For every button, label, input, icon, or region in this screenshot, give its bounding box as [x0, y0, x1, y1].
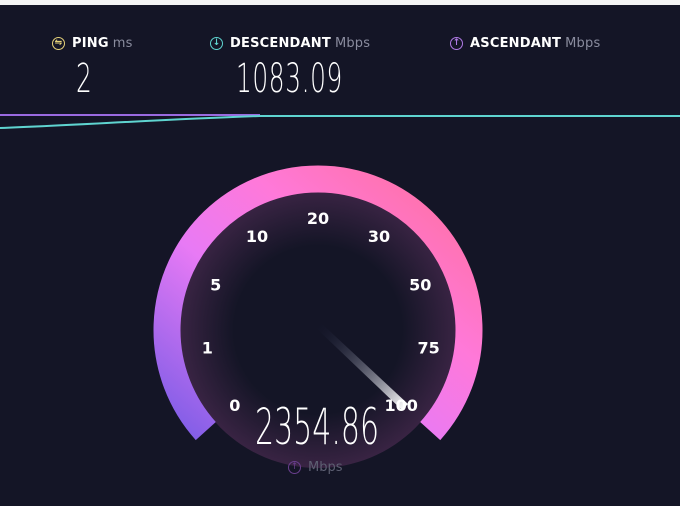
download-header: ↓ DESCENDANT Mbps — [210, 36, 370, 51]
gauge-unit-label: Mbps — [308, 460, 343, 475]
gauge-tick-label: 50 — [409, 275, 431, 294]
gauge-tick-label: 30 — [368, 227, 390, 246]
download-arrow-icon: ↓ — [210, 37, 223, 50]
gauge-tick-label: 0 — [229, 396, 240, 415]
upload-arrow-icon: ↑ — [450, 37, 463, 50]
ping-unit: ms — [112, 36, 133, 51]
gauge-unit: ↑ Mbps — [288, 460, 343, 475]
upload-header: ↑ ASCENDANT Mbps — [450, 36, 600, 51]
top-strip — [0, 0, 680, 5]
gauge-tick-label: 1 — [202, 339, 213, 358]
ping-icon: ⇋ — [52, 37, 65, 50]
download-label: DESCENDANT — [230, 36, 331, 51]
gauge-needle — [316, 322, 408, 410]
gauge-tick-label: 5 — [210, 275, 221, 294]
gauge-tick-label: 100 — [385, 396, 418, 415]
upload-label: ASCENDANT — [470, 36, 562, 51]
ping-value: 2 — [76, 56, 93, 102]
ping-label: PING — [72, 36, 109, 51]
download-value: 1083.09 — [236, 56, 343, 102]
gauge-inner-glow — [180, 192, 456, 468]
gauge-tick-label: 20 — [307, 209, 329, 228]
download-graph-line — [0, 115, 680, 129]
upload-unit: Mbps — [565, 36, 601, 51]
gauge-current-value: 2354.86 — [255, 398, 380, 456]
upload-arrow-icon: ↑ — [288, 461, 301, 474]
gauge-tick-label: 75 — [417, 339, 439, 358]
gauge-tick-label: 10 — [246, 227, 268, 246]
download-unit: Mbps — [334, 36, 371, 51]
gauge-arc — [153, 165, 483, 441]
ping-header: ⇋ PING ms — [52, 36, 133, 51]
